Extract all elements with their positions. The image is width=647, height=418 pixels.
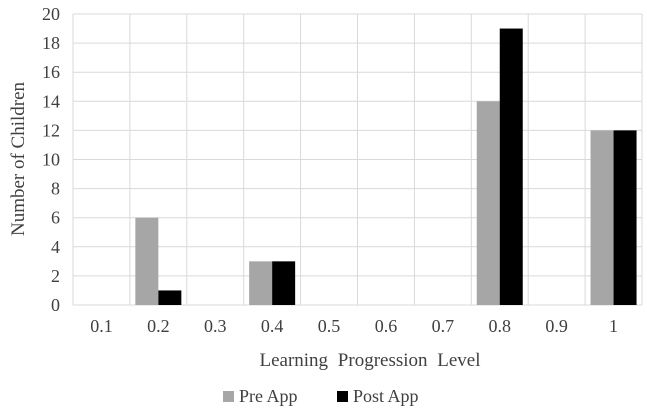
y-tick-label: 20 xyxy=(42,4,60,24)
x-tick-label: 0.5 xyxy=(318,316,341,336)
gridlines xyxy=(72,13,643,306)
y-tick-label: 14 xyxy=(42,91,60,111)
legend: Pre App Post App xyxy=(223,386,419,406)
x-tick-label: 0.7 xyxy=(432,316,455,336)
y-tick-label: 16 xyxy=(42,62,60,82)
x-tick-label: 0.3 xyxy=(204,316,227,336)
x-tick-label: 0.1 xyxy=(90,316,113,336)
y-tick-label: 12 xyxy=(42,120,60,140)
bar-pre-app xyxy=(249,261,273,305)
y-tick-label: 8 xyxy=(51,179,60,199)
x-tick-label: 0.6 xyxy=(375,316,398,336)
legend-swatch xyxy=(223,391,234,402)
x-axis-title: Learning Progression Level xyxy=(259,350,480,371)
y-tick-label: 18 xyxy=(42,33,60,53)
y-tick-label: 10 xyxy=(42,150,60,170)
legend-label: Pre App xyxy=(239,386,298,406)
bar-post-app xyxy=(613,130,637,305)
y-tick-label: 4 xyxy=(51,237,60,257)
x-tick-label: 1 xyxy=(609,316,618,336)
bar-pre-app xyxy=(476,101,500,305)
bar-post-app xyxy=(499,28,523,306)
legend-label: Post App xyxy=(353,386,419,406)
x-tick-label: 0.8 xyxy=(489,316,512,336)
y-axis-title: Number of Children xyxy=(8,81,29,236)
x-tick-label: 0.4 xyxy=(261,316,284,336)
legend-swatch xyxy=(337,391,348,402)
x-axis-ticks: 0.1 0.2 0.3 0.4 0.5 0.6 0.7 0.8 0.9 1 xyxy=(90,316,618,336)
y-tick-label: 6 xyxy=(51,208,60,228)
bar-post-app xyxy=(272,261,296,305)
bar-post-app xyxy=(158,290,182,305)
y-tick-label: 2 xyxy=(51,266,60,286)
bar-pre-app xyxy=(135,217,159,305)
y-axis-ticks: 0 2 4 6 8 10 12 14 16 18 20 xyxy=(42,4,60,315)
bars xyxy=(135,28,637,306)
x-tick-label: 0.9 xyxy=(545,316,568,336)
y-tick-label: 0 xyxy=(51,295,60,315)
x-tick-label: 0.2 xyxy=(147,316,170,336)
bar-pre-app xyxy=(590,130,614,305)
